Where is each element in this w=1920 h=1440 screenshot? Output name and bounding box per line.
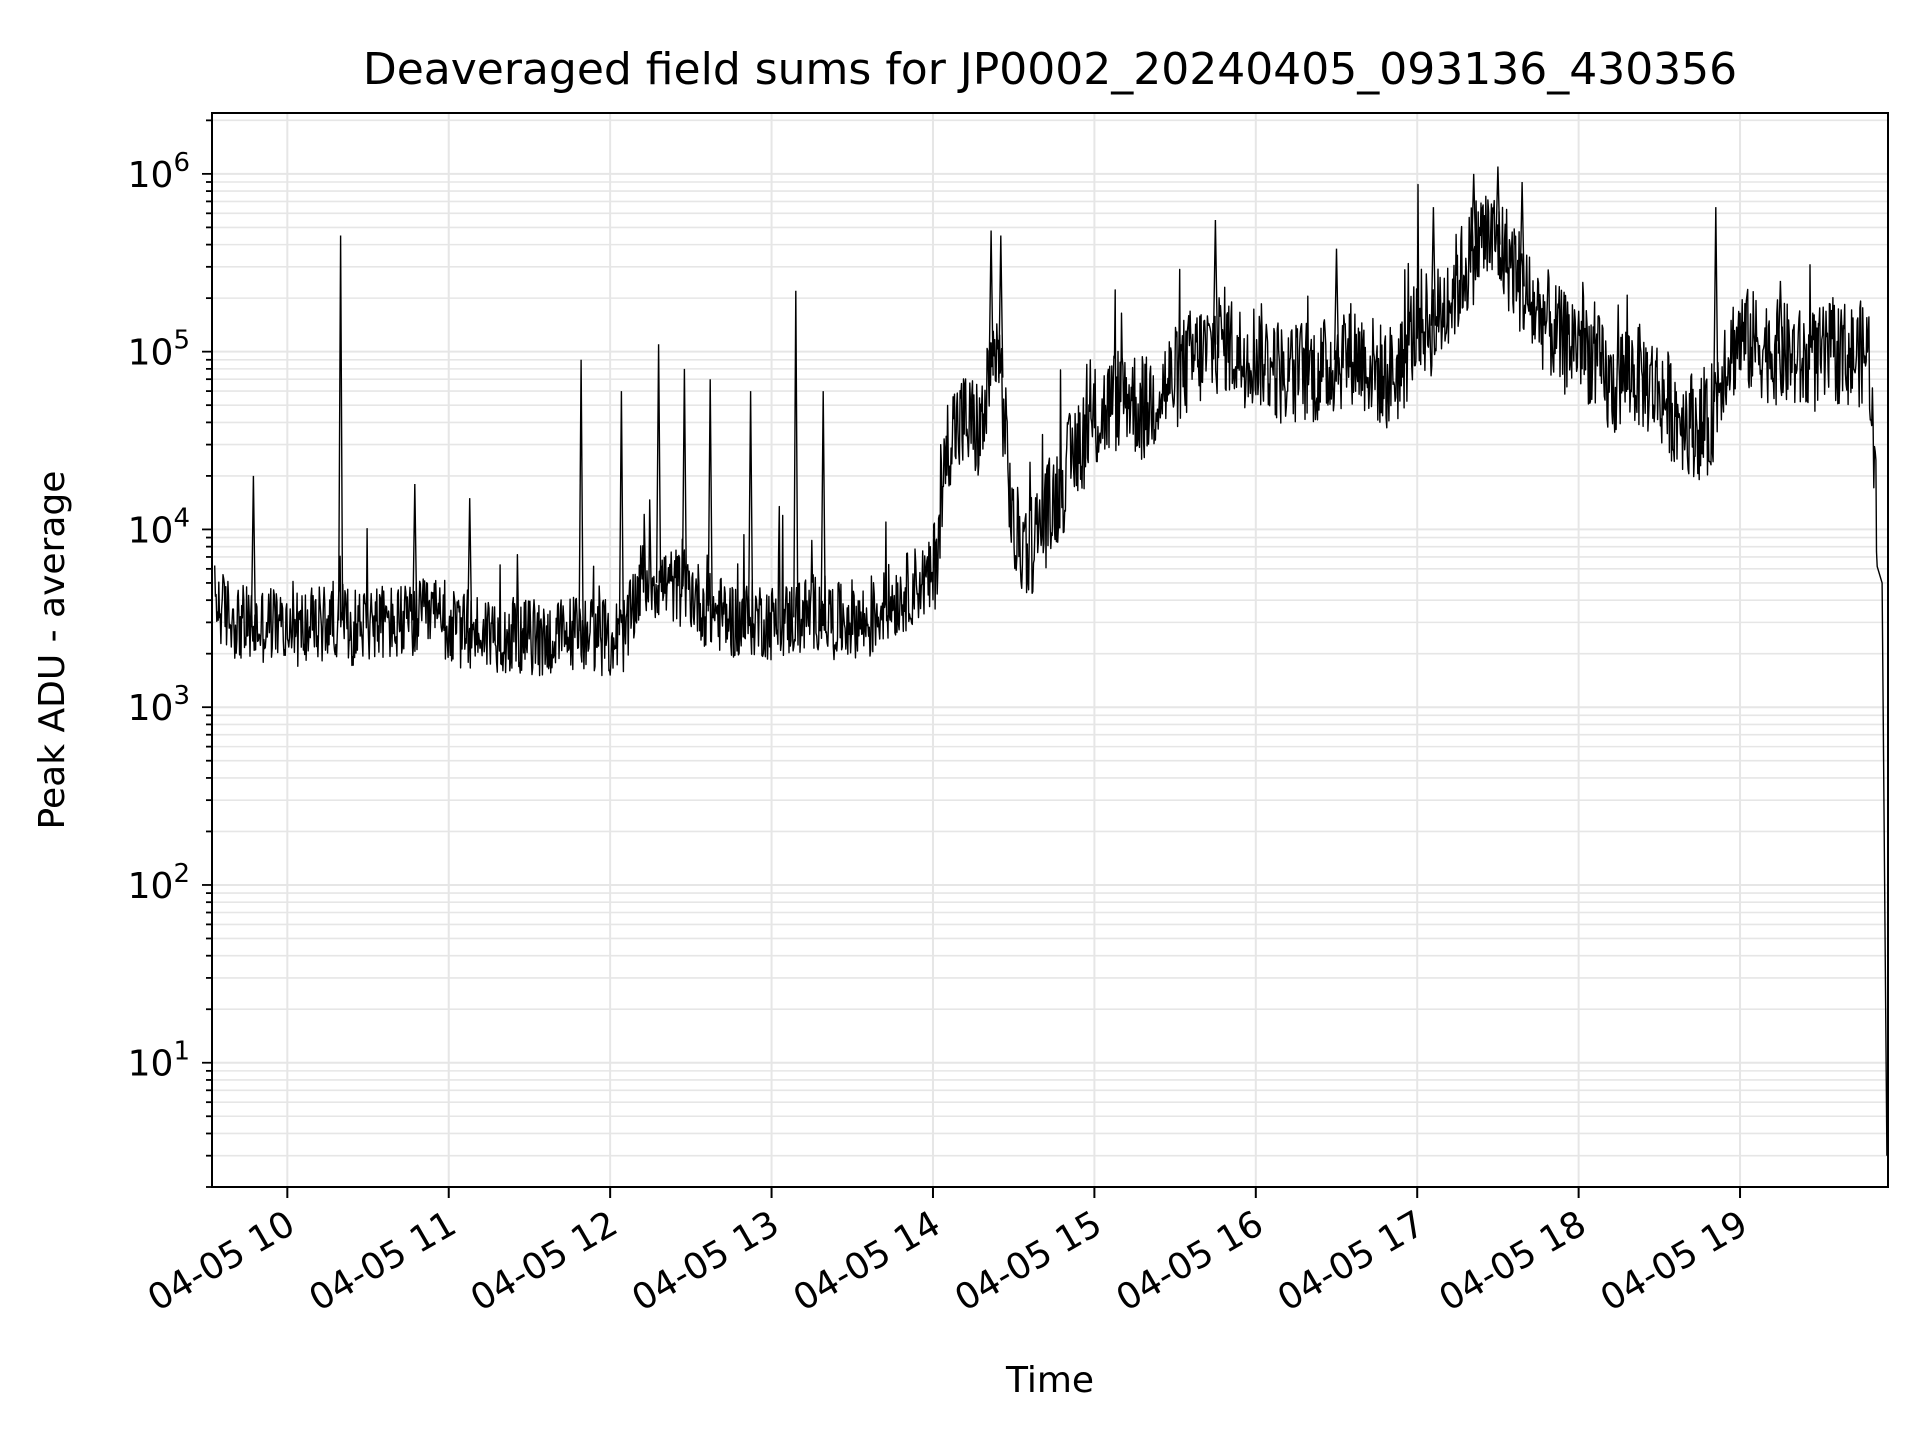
data-spike: [655, 344, 662, 583]
data-spike: [578, 359, 584, 632]
data-spike: [618, 391, 625, 636]
y-tick-label-base: 10: [128, 510, 174, 551]
data-spike: [412, 483, 418, 621]
data-spike: [1777, 280, 1784, 354]
x-axis-label: Time: [1005, 1360, 1094, 1401]
y-tick-label-exponent: 5: [173, 326, 190, 356]
y-tick-label: 101: [128, 1037, 190, 1085]
y-tick-label-exponent: 3: [173, 681, 190, 711]
data-spike: [1333, 248, 1340, 360]
y-tick-label-base: 10: [128, 333, 174, 374]
y-tick-label-exponent: 1: [173, 1037, 190, 1067]
y-tick-label: 106: [128, 148, 190, 196]
y-tick-label-base: 10: [128, 688, 174, 729]
y-tick-label-base: 10: [128, 1044, 174, 1085]
axis-ticks: [202, 119, 1742, 1198]
data-spike: [988, 230, 994, 376]
data-spike: [467, 498, 473, 633]
data-spike: [1212, 219, 1219, 345]
y-axis-label: Peak ADU - average: [32, 471, 73, 830]
y-tick-label-exponent: 2: [173, 859, 190, 889]
data-spike: [1430, 207, 1437, 326]
data-spike: [1471, 173, 1477, 252]
data-spike: [681, 368, 688, 590]
data-spike: [998, 235, 1004, 378]
data-spike: [793, 290, 799, 618]
data-spike: [250, 475, 257, 628]
y-tick-label-exponent: 6: [173, 148, 190, 178]
series-line: [214, 183, 1888, 1156]
data-spike: [747, 391, 754, 619]
y-tick-label-base: 10: [128, 155, 174, 196]
y-tick-label: 103: [128, 681, 190, 729]
y-tick-label-exponent: 4: [173, 503, 190, 533]
data-spike: [820, 391, 826, 613]
data-spike: [1495, 166, 1501, 245]
chart-title: Deaveraged field sums for JP0002_2024040…: [363, 44, 1737, 95]
data-spike: [337, 235, 344, 621]
y-tick-label-base: 10: [128, 866, 174, 907]
axes-frame: [211, 112, 1889, 1188]
plot-data: [214, 166, 1888, 1156]
y-tick-label: 105: [128, 326, 190, 374]
data-spike: [707, 379, 713, 612]
y-tick-label: 104: [128, 503, 190, 551]
data-spike: [1713, 207, 1719, 397]
y-tick-label: 102: [128, 859, 190, 907]
data-spike: [1519, 181, 1525, 287]
